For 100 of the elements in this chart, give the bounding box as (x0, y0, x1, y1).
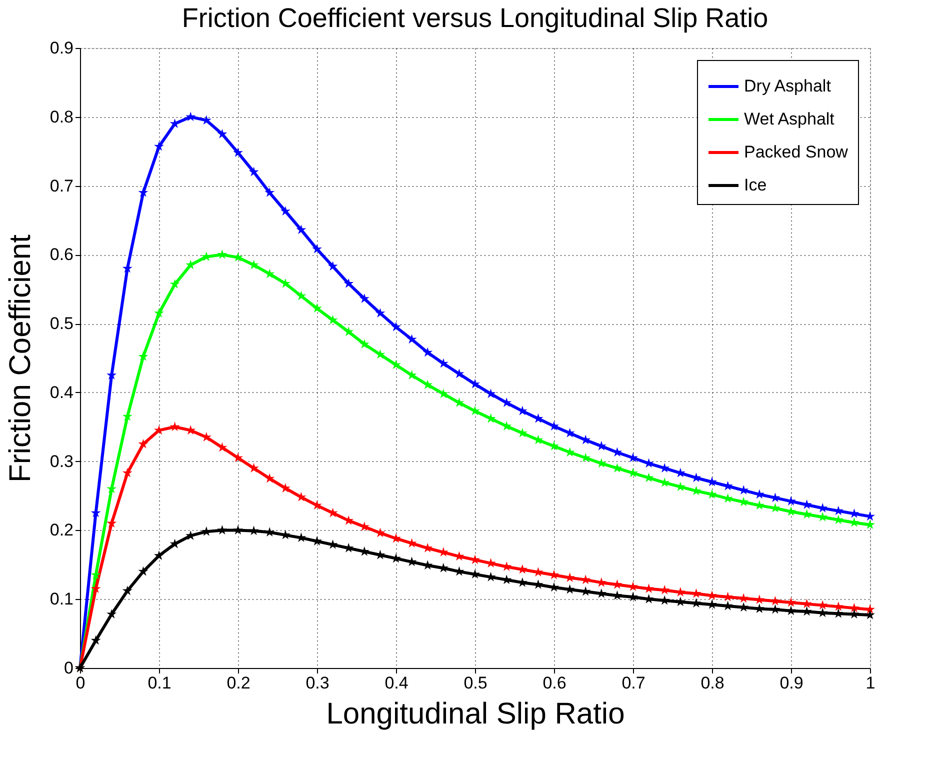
point (786, 506, 796, 516)
point (154, 550, 164, 560)
point (248, 462, 259, 472)
point (786, 606, 796, 616)
point (865, 604, 875, 614)
point (344, 326, 354, 336)
point (217, 249, 228, 259)
point (280, 278, 290, 288)
point (248, 526, 259, 536)
legend-label: Packed Snow (744, 142, 849, 162)
point (707, 590, 717, 600)
x-tick-label: 0.7 (622, 674, 646, 692)
point (312, 500, 322, 510)
point (312, 536, 322, 546)
point (470, 554, 480, 564)
point (122, 263, 132, 273)
point (233, 524, 243, 534)
y-tick-label: 0.9 (50, 38, 74, 58)
point (438, 388, 448, 398)
point (849, 609, 860, 619)
x-tick-label: 0.5 (464, 674, 488, 692)
point (280, 206, 290, 216)
point (707, 489, 717, 499)
point (359, 338, 370, 348)
y-tick-label: 0.4 (50, 382, 74, 402)
chart-title: Friction Coefficient versus Longitudinal Slip Ratio (182, 3, 768, 33)
point (233, 147, 243, 157)
point (375, 349, 386, 359)
y-tick-label: 0.1 (50, 590, 74, 609)
point (217, 128, 228, 138)
point (549, 582, 559, 592)
point (406, 334, 417, 344)
x-tick-label: 0.9 (780, 674, 804, 692)
point (264, 187, 275, 197)
point (233, 252, 243, 262)
point (170, 422, 180, 432)
point (375, 308, 386, 318)
point (233, 452, 243, 462)
point (154, 308, 164, 318)
point (154, 141, 164, 151)
legend-label: Wet Asphalt (744, 110, 835, 128)
x-tick-label: 0.8 (700, 674, 724, 692)
point (328, 314, 338, 324)
point (186, 112, 196, 122)
point (248, 166, 259, 176)
point (786, 496, 796, 506)
point (454, 368, 464, 378)
point (217, 442, 228, 452)
x-axis-title: Longitudinal Slip Ratio (326, 698, 625, 730)
point (818, 608, 828, 618)
point (154, 425, 164, 435)
y-tick-label: 0.8 (50, 107, 74, 126)
point (707, 599, 717, 609)
point (264, 268, 275, 278)
point (802, 598, 812, 608)
point (296, 224, 306, 234)
point (628, 592, 638, 602)
x-tick-label: 0.4 (384, 674, 408, 692)
point (470, 406, 480, 416)
y-tick-label: 0.2 (50, 520, 74, 540)
legend-label: Dry Asphalt (744, 76, 832, 96)
point (486, 388, 496, 398)
x-tick-label: 0.6 (542, 674, 566, 692)
point (312, 244, 322, 254)
point (707, 476, 717, 486)
point (865, 610, 875, 620)
point (90, 635, 101, 645)
point (770, 604, 780, 614)
point (106, 518, 117, 528)
point (122, 468, 132, 478)
point (722, 600, 733, 610)
point (328, 261, 338, 271)
point (628, 581, 638, 591)
point (549, 440, 559, 450)
point (722, 592, 733, 602)
point (138, 351, 148, 361)
y-tick-label: 0.3 (50, 452, 74, 471)
point (738, 602, 749, 612)
point (470, 378, 480, 388)
point (138, 187, 148, 197)
point (296, 290, 306, 300)
point (138, 566, 148, 576)
point (106, 484, 117, 494)
point (122, 586, 132, 596)
point (217, 524, 228, 534)
x-tick-label: 1 (866, 674, 876, 692)
point (549, 420, 559, 430)
legend-label: Ice (744, 176, 767, 194)
point (90, 584, 101, 594)
point (865, 519, 875, 529)
point (138, 438, 148, 448)
x-tick-label: 0.3 (306, 674, 330, 692)
point (470, 569, 480, 579)
point (106, 609, 117, 619)
point (170, 279, 180, 289)
y-tick-label: 0.7 (50, 176, 74, 196)
point (865, 511, 875, 521)
y-axis-title: Friction Coefficient (4, 234, 37, 482)
point (359, 294, 370, 304)
point (549, 570, 559, 580)
